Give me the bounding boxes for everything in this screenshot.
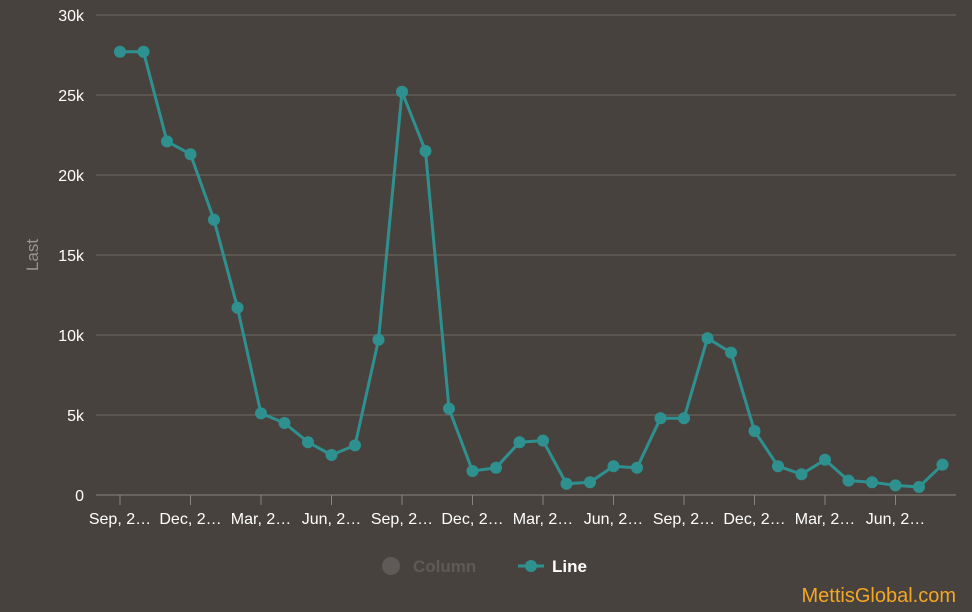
data-point[interactable] [372, 333, 385, 346]
data-point[interactable] [114, 45, 126, 58]
data-point[interactable] [349, 439, 361, 452]
data-point[interactable] [819, 453, 831, 466]
y-tick-label: 30k [58, 8, 85, 25]
data-point[interactable] [842, 474, 855, 487]
y-tick-label: 25k [58, 88, 85, 105]
gridlines [96, 14, 956, 496]
y-axis: 0 5k 10k 15k 20k 25k 30k [58, 8, 85, 505]
x-tick-label: Mar, 2… [795, 511, 855, 528]
y-axis-title: Last [23, 239, 42, 271]
data-point[interactable] [913, 481, 925, 493]
series-line-path [120, 50, 944, 489]
x-tick-label: Dec, 2… [723, 511, 785, 528]
x-tick-label: Jun, 2… [584, 511, 644, 528]
data-point[interactable] [466, 465, 479, 477]
x-tick-label: Dec, 2… [441, 511, 503, 528]
data-point[interactable] [278, 417, 291, 429]
legend-label-line: Line [552, 557, 587, 576]
legend: Column Line [382, 557, 587, 576]
legend-marker-column [382, 557, 400, 575]
data-point[interactable] [748, 425, 761, 437]
data-point[interactable] [795, 468, 808, 481]
data-point[interactable] [255, 407, 267, 420]
data-point[interactable] [936, 458, 949, 471]
legend-label-column: Column [413, 557, 476, 576]
x-tick-label: Sep, 2… [653, 511, 715, 528]
y-tick-label: 5k [67, 408, 85, 425]
data-point[interactable] [419, 145, 432, 157]
data-point[interactable] [208, 213, 220, 226]
data-point[interactable] [772, 460, 784, 473]
data-point[interactable] [654, 412, 667, 425]
series-line [114, 45, 949, 493]
data-point[interactable] [631, 461, 643, 474]
y-tick-label: 0 [75, 488, 84, 505]
x-tick-label: Mar, 2… [231, 511, 291, 528]
data-point[interactable] [866, 476, 878, 489]
data-point[interactable] [584, 476, 596, 489]
data-point[interactable] [560, 477, 573, 490]
data-point[interactable] [725, 346, 737, 359]
x-tick-label: Mar, 2… [513, 511, 573, 528]
data-point[interactable] [443, 402, 455, 415]
x-tick-label: Sep, 2… [89, 511, 151, 528]
data-point[interactable] [231, 301, 244, 314]
legend-marker-line [525, 560, 537, 572]
data-point[interactable] [889, 479, 902, 492]
data-point[interactable] [302, 436, 314, 449]
x-axis: Sep, 2… Dec, 2… Mar, 2… Jun, 2… Sep, 2… Dec, … [89, 495, 925, 528]
data-point[interactable] [678, 412, 690, 425]
data-point[interactable] [325, 449, 338, 461]
data-point[interactable] [490, 461, 502, 474]
y-tick-label: 10k [58, 328, 85, 345]
y-tick-label: 15k [58, 248, 85, 265]
x-tick-label: Dec, 2… [159, 511, 221, 528]
y-tick-label: 20k [58, 168, 85, 185]
watermark-text[interactable]: MettisGlobal.com [801, 585, 957, 607]
data-point[interactable] [607, 460, 620, 473]
data-point[interactable] [537, 434, 549, 447]
legend-item-column[interactable]: Column [382, 557, 476, 576]
data-point[interactable] [513, 436, 526, 449]
data-point[interactable] [701, 332, 714, 345]
data-point[interactable] [137, 45, 150, 58]
data-point[interactable] [396, 85, 408, 98]
x-tick-label: Jun, 2… [866, 511, 926, 528]
x-tick-label: Sep, 2… [371, 511, 433, 528]
x-tick-label: Jun, 2… [302, 511, 362, 528]
data-point[interactable] [161, 135, 173, 148]
legend-item-line[interactable]: Line [518, 557, 587, 576]
data-point[interactable] [184, 148, 197, 161]
